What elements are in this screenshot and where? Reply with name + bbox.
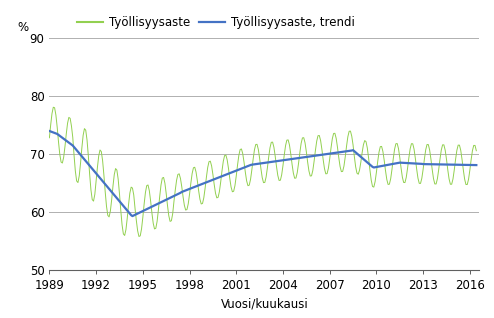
X-axis label: Vuosi/kuukausi: Vuosi/kuukausi — [220, 298, 308, 311]
Text: %: % — [17, 21, 28, 33]
Legend: Työllisyysaste, Työllisyysaste, trendi: Työllisyysaste, Työllisyysaste, trendi — [77, 16, 355, 29]
